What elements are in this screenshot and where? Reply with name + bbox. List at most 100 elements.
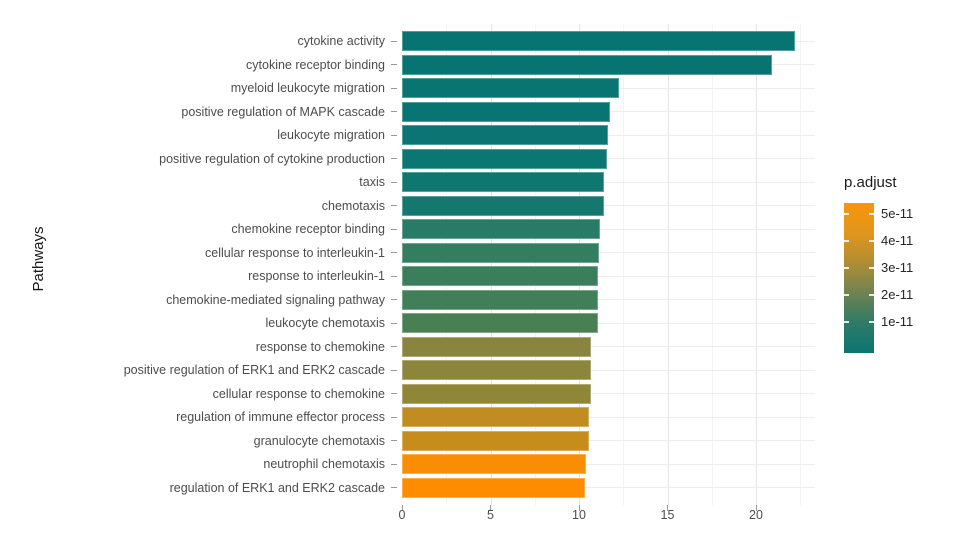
- legend-tick-label: 4e-11: [881, 233, 914, 248]
- bar: [402, 172, 604, 193]
- y-axis-label: response to chemokine: [255, 339, 385, 354]
- y-axis-tick: [391, 369, 397, 371]
- y-axis-tick: [391, 158, 397, 160]
- y-axis-label: leukocyte migration: [277, 128, 385, 143]
- major-gridline: [667, 24, 669, 505]
- bar: [402, 313, 598, 334]
- y-axis-title: Pathways: [30, 226, 47, 292]
- row-gridline: [402, 299, 815, 301]
- major-gridline: [490, 24, 492, 505]
- row-gridline: [402, 252, 815, 254]
- y-axis-tick: [391, 64, 397, 66]
- y-axis-label: chemotaxis: [321, 198, 385, 213]
- bar: [402, 148, 608, 169]
- y-axis-label: neutrophil chemotaxis: [263, 457, 385, 472]
- bar: [402, 219, 601, 240]
- y-axis-label: regulation of immune effector process: [176, 410, 385, 425]
- row-gridline: [402, 369, 815, 371]
- major-gridline: [756, 24, 757, 505]
- y-axis-tick: [391, 440, 397, 442]
- bar: [402, 54, 772, 75]
- y-axis-tick: [391, 134, 397, 136]
- row-gridline: [402, 463, 815, 465]
- x-axis-tick: [490, 505, 491, 511]
- legend-tick: [869, 320, 874, 323]
- y-axis-label: cellular response to chemokine: [212, 386, 385, 401]
- y-axis-label: leukocyte chemotaxis: [265, 316, 385, 331]
- legend-gradient-bar: [844, 203, 874, 353]
- y-axis-tick: [391, 40, 397, 42]
- x-axis-tick: [401, 505, 403, 511]
- row-gridline: [402, 346, 815, 348]
- legend-tick: [869, 266, 874, 269]
- legend-tick: [844, 293, 849, 296]
- y-axis-tick: [391, 393, 397, 395]
- y-axis-tick: [391, 299, 397, 301]
- x-axis-tick-label: 20: [749, 508, 763, 522]
- x-axis-tick-label: 0: [398, 508, 406, 522]
- x-axis-tick-label: 5: [487, 508, 494, 522]
- legend-tick: [844, 266, 849, 269]
- row-gridline: [402, 440, 815, 442]
- y-axis-label: taxis: [359, 175, 385, 190]
- y-axis-label: positive regulation of MAPK cascade: [181, 104, 385, 119]
- legend-tick: [844, 239, 849, 242]
- bar: [402, 266, 599, 287]
- x-axis-tick-label: 10: [572, 508, 586, 522]
- row-gridline: [402, 416, 815, 418]
- y-axis-label: granulocyte chemotaxis: [253, 433, 385, 448]
- y-axis-tick: [391, 275, 397, 277]
- major-gridline: [579, 24, 580, 505]
- legend-tick: [869, 239, 874, 242]
- bar: [402, 289, 598, 310]
- bar: [402, 195, 604, 216]
- bar: [402, 78, 619, 99]
- bar: [402, 336, 592, 357]
- y-axis-tick: [391, 181, 397, 183]
- y-axis-tick: [391, 111, 397, 113]
- legend-tick-label: 2e-11: [881, 287, 914, 302]
- y-axis-tick: [391, 322, 397, 324]
- x-axis-tick: [755, 505, 757, 511]
- y-axis-tick: [391, 87, 397, 89]
- row-gridline: [402, 393, 815, 395]
- y-axis-label: myeloid leukocyte migration: [230, 81, 385, 96]
- row-gridline: [402, 134, 815, 136]
- bar: [402, 242, 600, 263]
- bar: [402, 101, 610, 122]
- minor-gridline: [800, 24, 802, 505]
- y-axis-label: chemokine receptor binding: [231, 222, 385, 237]
- y-axis-label: positive regulation of cytokine producti…: [159, 151, 385, 166]
- legend-tick-label: 3e-11: [881, 260, 914, 275]
- bar: [402, 31, 795, 52]
- y-axis-tick: [391, 252, 397, 254]
- legend-tick-label: 1e-11: [881, 314, 914, 329]
- legend-tick: [869, 293, 874, 296]
- x-axis-tick: [578, 505, 580, 511]
- row-gridline: [402, 205, 815, 207]
- minor-gridline: [623, 24, 625, 505]
- bar: [402, 125, 609, 146]
- bar: [402, 383, 592, 404]
- row-gridline: [402, 228, 815, 230]
- bar: [402, 360, 591, 381]
- legend-title: p.adjust: [844, 174, 897, 191]
- y-axis-label: cellular response to interleukin-1: [205, 245, 385, 260]
- row-gridline: [402, 322, 815, 324]
- y-axis-label: response to interleukin-1: [248, 269, 385, 284]
- bar: [402, 430, 589, 451]
- legend-tick: [844, 320, 849, 323]
- bar: [402, 477, 586, 498]
- minor-gridline: [534, 24, 536, 505]
- minor-gridline: [446, 24, 448, 505]
- row-gridline: [402, 487, 815, 489]
- y-axis-label: regulation of ERK1 and ERK2 cascade: [169, 480, 385, 495]
- y-axis-tick: [391, 346, 397, 348]
- y-axis-tick: [391, 463, 397, 465]
- x-axis-tick-label: 15: [660, 508, 675, 522]
- row-gridline: [402, 158, 815, 160]
- y-axis-label: cytokine activity: [297, 34, 385, 49]
- x-axis-tick: [667, 505, 668, 511]
- minor-gridline: [711, 24, 713, 505]
